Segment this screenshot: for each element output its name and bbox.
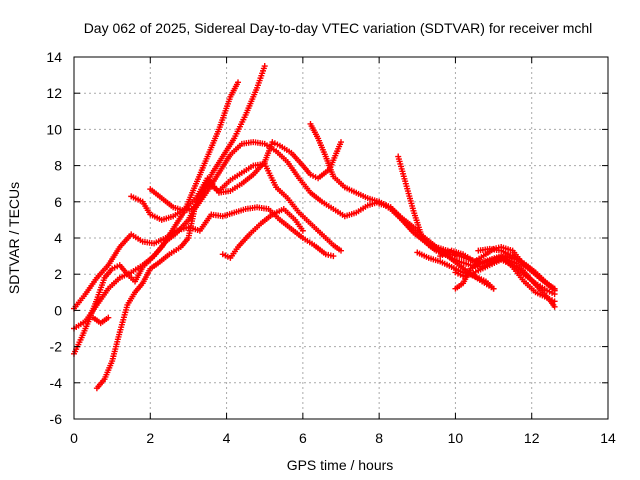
x-tick-label: 0 (70, 430, 78, 446)
chart-title: Day 062 of 2025, Sidereal Day-to-day VTE… (84, 20, 593, 36)
series-arc-14 (475, 245, 558, 294)
data-point (299, 227, 306, 234)
x-axis-label: GPS time / hours (287, 457, 394, 473)
data-point (551, 303, 558, 310)
y-tick-label: -6 (50, 411, 63, 427)
data-point (105, 314, 112, 321)
data-point (235, 79, 242, 86)
series-arc-05 (93, 160, 344, 392)
series-arc-16 (414, 249, 497, 292)
y-tick-label: -2 (50, 339, 63, 355)
data-point (551, 298, 558, 305)
x-tick-label: 10 (448, 430, 464, 446)
series-arc-04 (90, 314, 112, 327)
y-tick-label: 4 (54, 230, 62, 246)
data-point (338, 247, 344, 254)
y-tick-label: 6 (54, 194, 62, 210)
y-tick-label: 12 (46, 85, 62, 101)
data-points (71, 63, 558, 392)
y-axis-label: SDTVAR / TECUs (6, 182, 22, 294)
series-arc-13 (452, 253, 558, 305)
x-tick-label: 12 (524, 430, 540, 446)
x-axis-ticks: 0 2 4 6 8 10 12 14 (70, 57, 616, 446)
y-tick-label: 14 (46, 49, 62, 65)
data-point (490, 285, 497, 292)
x-tick-label: 8 (375, 430, 383, 446)
data-point (338, 139, 344, 146)
y-tick-label: 8 (54, 158, 62, 174)
data-point (551, 291, 558, 298)
grid-lines (74, 57, 608, 419)
y-tick-label: 10 (46, 121, 62, 137)
y-tick-label: -4 (50, 375, 63, 391)
y-tick-label: 0 (54, 302, 62, 318)
data-point (261, 63, 268, 70)
x-tick-label: 14 (600, 430, 616, 446)
data-point (330, 253, 337, 260)
x-tick-label: 4 (223, 430, 231, 446)
x-tick-label: 2 (146, 430, 154, 446)
x-tick-label: 6 (299, 430, 307, 446)
y-tick-label: 2 (54, 266, 62, 282)
series-arc-15 (452, 256, 558, 298)
series-arc-08 (219, 206, 306, 261)
y-axis-ticks: -6 -4 -2 0 2 4 6 8 10 12 14 (46, 49, 608, 427)
